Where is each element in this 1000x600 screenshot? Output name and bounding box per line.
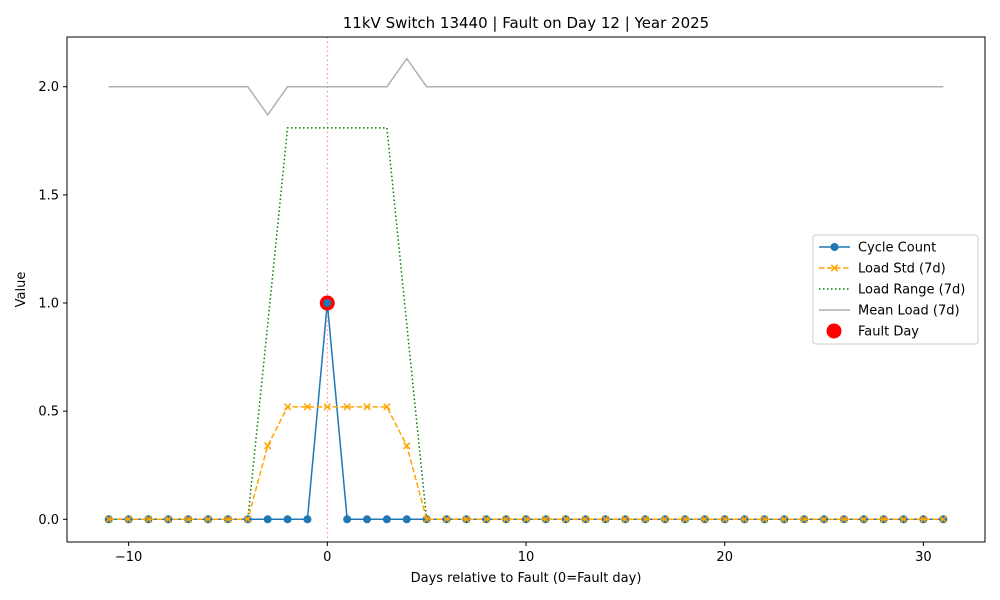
- cycle-count-point: [382, 515, 391, 524]
- load-std-point: [820, 515, 828, 524]
- y-axis: 0.0 0.5 1.0 1.5 2.0: [38, 80, 67, 528]
- fault-day-cycle-point: [323, 299, 332, 308]
- chart-title: 11kV Switch 13440 | Fault on Day 12 | Ye…: [343, 14, 709, 32]
- load-std-point: [323, 403, 332, 411]
- load-std-point: [263, 442, 272, 450]
- legend: Cycle Count Load Std (7d) Load Range (7d) M…: [812, 234, 979, 345]
- x-tick-label: −10: [115, 550, 142, 565]
- legend-label: Mean Load (7d): [858, 304, 960, 319]
- y-tick-label: 0.5: [38, 405, 59, 420]
- load-std-point: [661, 515, 669, 524]
- load-std-point: [164, 515, 173, 524]
- load-std-point: [422, 515, 431, 524]
- load-std-point: [562, 515, 570, 524]
- load-std-point: [104, 515, 113, 524]
- legend-label: Fault Day: [858, 325, 919, 340]
- y-axis-label: Value: [14, 272, 29, 308]
- load-std-point: [879, 515, 888, 524]
- load-std-point: [482, 515, 490, 524]
- load-std-point: [383, 403, 391, 411]
- x-axis: −10 0 10 20 30: [115, 542, 932, 565]
- x-tick-label: 30: [915, 550, 932, 565]
- legend-label: Load Range (7d): [858, 283, 965, 298]
- load-std-point: [720, 515, 729, 524]
- y-tick-label: 1.5: [38, 188, 59, 203]
- cycle-count-point: [402, 515, 411, 524]
- load-std-point: [601, 515, 610, 524]
- load-std-point: [283, 403, 292, 411]
- load-std-point: [522, 515, 530, 524]
- load-std-point: [542, 515, 550, 524]
- y-tick-label: 0.0: [38, 513, 59, 528]
- load-std-point: [502, 515, 510, 524]
- load-std-point: [244, 515, 252, 524]
- plot-area: [104, 37, 948, 542]
- load-std-point: [800, 515, 808, 524]
- load-std-point: [403, 442, 411, 450]
- cycle-count-point: [283, 515, 292, 524]
- x-tick-label: 10: [518, 550, 535, 565]
- load-std-point: [621, 515, 630, 524]
- load-std-point: [442, 515, 451, 524]
- load-std-point: [343, 403, 351, 411]
- series-load-std-line: [108, 406, 944, 521]
- x-tick-label: 20: [716, 550, 733, 565]
- load-std-point: [641, 515, 649, 524]
- load-std-point: [224, 515, 232, 524]
- legend-fault-day-marker: [826, 323, 842, 339]
- load-std-point: [899, 515, 908, 524]
- load-std-point: [204, 515, 212, 524]
- load-std-point: [303, 403, 312, 411]
- load-std-point: [184, 515, 192, 524]
- x-axis-label: Days relative to Fault (0=Fault day): [411, 571, 642, 586]
- load-std-point: [681, 515, 689, 524]
- load-std-point: [939, 515, 948, 524]
- legend-cycle-count-marker: [830, 243, 839, 251]
- load-std-point: [919, 515, 928, 524]
- legend-box: [812, 234, 979, 345]
- load-std-point: [860, 515, 868, 524]
- load-std-point: [701, 515, 709, 524]
- load-std-point: [462, 515, 471, 524]
- legend-label: Load Std (7d): [858, 262, 946, 277]
- load-std-point: [760, 515, 769, 524]
- x-tick-label: 0: [323, 550, 331, 565]
- cycle-count-point: [263, 515, 272, 524]
- load-std-point: [581, 515, 590, 524]
- load-std-point: [780, 515, 789, 524]
- load-std-point: [740, 515, 749, 524]
- load-std-point: [124, 515, 133, 524]
- cycle-count-point: [363, 515, 372, 524]
- cycle-count-point: [343, 515, 352, 524]
- legend-label: Cycle Count: [858, 241, 936, 256]
- load-std-point: [840, 515, 848, 524]
- series-mean-load-line: [108, 57, 944, 117]
- load-std-point: [363, 403, 371, 411]
- cycle-count-point: [303, 515, 312, 524]
- y-tick-label: 1.0: [38, 297, 59, 312]
- y-tick-label: 2.0: [38, 80, 59, 95]
- load-std-point: [144, 515, 153, 524]
- legend-load-std-marker: [830, 264, 839, 272]
